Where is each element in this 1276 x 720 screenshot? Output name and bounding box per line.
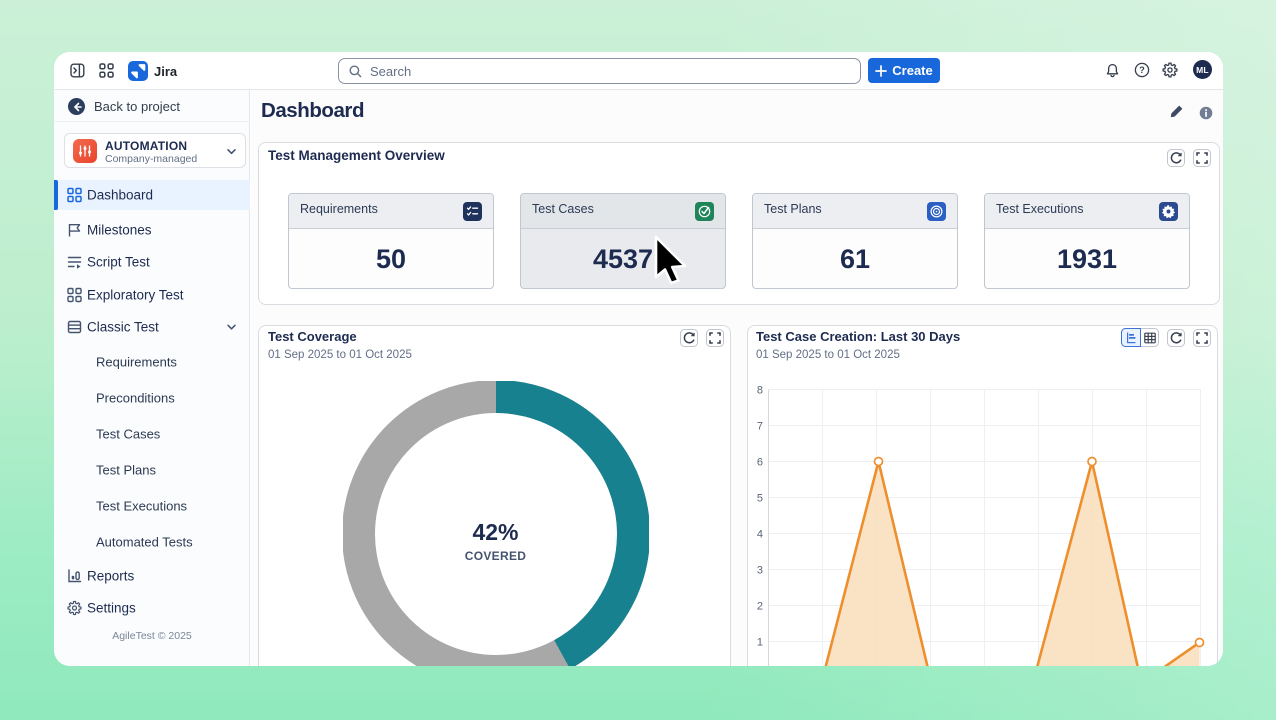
svg-text:?: ? bbox=[1139, 65, 1145, 75]
svg-text:7: 7 bbox=[757, 421, 763, 433]
svg-text:3: 3 bbox=[757, 565, 763, 577]
svg-text:8: 8 bbox=[757, 385, 763, 397]
svg-text:4: 4 bbox=[757, 529, 763, 541]
svg-text:2: 2 bbox=[757, 601, 763, 613]
svg-text:1: 1 bbox=[757, 637, 763, 649]
svg-text:6: 6 bbox=[757, 457, 763, 469]
svg-text:5: 5 bbox=[757, 493, 763, 505]
